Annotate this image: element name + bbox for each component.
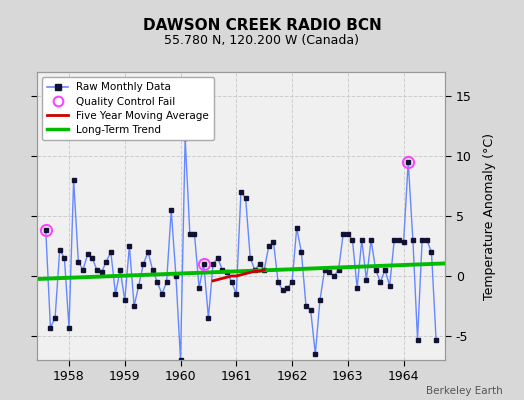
Text: 55.780 N, 120.200 W (Canada): 55.780 N, 120.200 W (Canada) — [165, 34, 359, 47]
Text: Berkeley Earth: Berkeley Earth — [427, 386, 503, 396]
Y-axis label: Temperature Anomaly (°C): Temperature Anomaly (°C) — [483, 132, 496, 300]
Text: DAWSON CREEK RADIO BCN: DAWSON CREEK RADIO BCN — [143, 18, 381, 33]
Legend: Raw Monthly Data, Quality Control Fail, Five Year Moving Average, Long-Term Tren: Raw Monthly Data, Quality Control Fail, … — [42, 77, 214, 140]
